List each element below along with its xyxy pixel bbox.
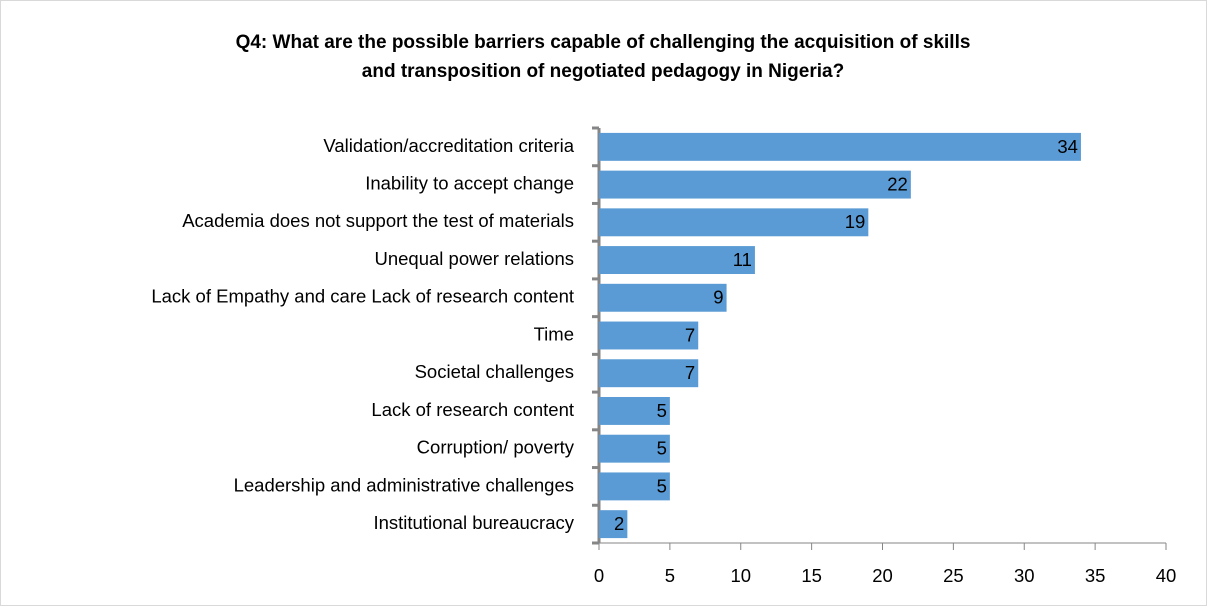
data-label: 34	[1057, 136, 1078, 157]
bar	[599, 170, 911, 199]
data-label: 7	[685, 324, 695, 345]
x-tick-label: 30	[1014, 565, 1035, 586]
data-label: 9	[713, 287, 723, 308]
chart-title: and transposition of negotiated pedagogy…	[362, 61, 844, 82]
data-label: 22	[887, 173, 908, 194]
bar	[599, 132, 1081, 161]
data-label: 2	[614, 513, 624, 534]
y-tick-label: Societal challenges	[415, 361, 574, 382]
y-tick-label: Validation/accreditation criteria	[323, 135, 574, 156]
y-tick-label: Institutional bureaucracy	[373, 512, 574, 533]
bar	[599, 472, 670, 501]
y-tick-label: Academia does not support the test of ma…	[182, 210, 574, 231]
x-tick-label: 25	[943, 565, 964, 586]
y-tick-label: Leadership and administrative challenges	[234, 474, 574, 495]
bar	[599, 246, 755, 275]
data-label: 5	[657, 438, 667, 459]
x-tick-label: 15	[801, 565, 822, 586]
y-tick-label: Corruption/ poverty	[417, 437, 575, 458]
bar	[599, 283, 727, 312]
y-tick-label: Lack of research content	[371, 399, 574, 420]
data-label: 7	[685, 362, 695, 383]
x-tick-label: 5	[665, 565, 675, 586]
x-tick-label: 40	[1156, 565, 1177, 586]
y-tick-label: Inability to accept change	[365, 172, 574, 193]
x-tick-label: 0	[594, 565, 604, 586]
y-tick-label: Time	[534, 323, 574, 344]
bar	[599, 434, 670, 463]
bar	[599, 359, 699, 388]
bar	[599, 208, 869, 237]
x-tick-label: 10	[730, 565, 751, 586]
bar	[599, 396, 670, 425]
y-tick-label: Lack of Empathy and care Lack of researc…	[151, 286, 574, 307]
data-label: 19	[845, 211, 866, 232]
x-tick-label: 35	[1085, 565, 1106, 586]
chart-title: Q4: What are the possible barriers capab…	[236, 32, 971, 53]
y-tick-label: Unequal power relations	[374, 248, 574, 269]
x-tick-label: 20	[872, 565, 893, 586]
bar	[599, 510, 628, 539]
bar	[599, 321, 699, 350]
data-label: 5	[657, 400, 667, 421]
data-label: 11	[733, 249, 752, 270]
data-label: 5	[657, 475, 667, 496]
